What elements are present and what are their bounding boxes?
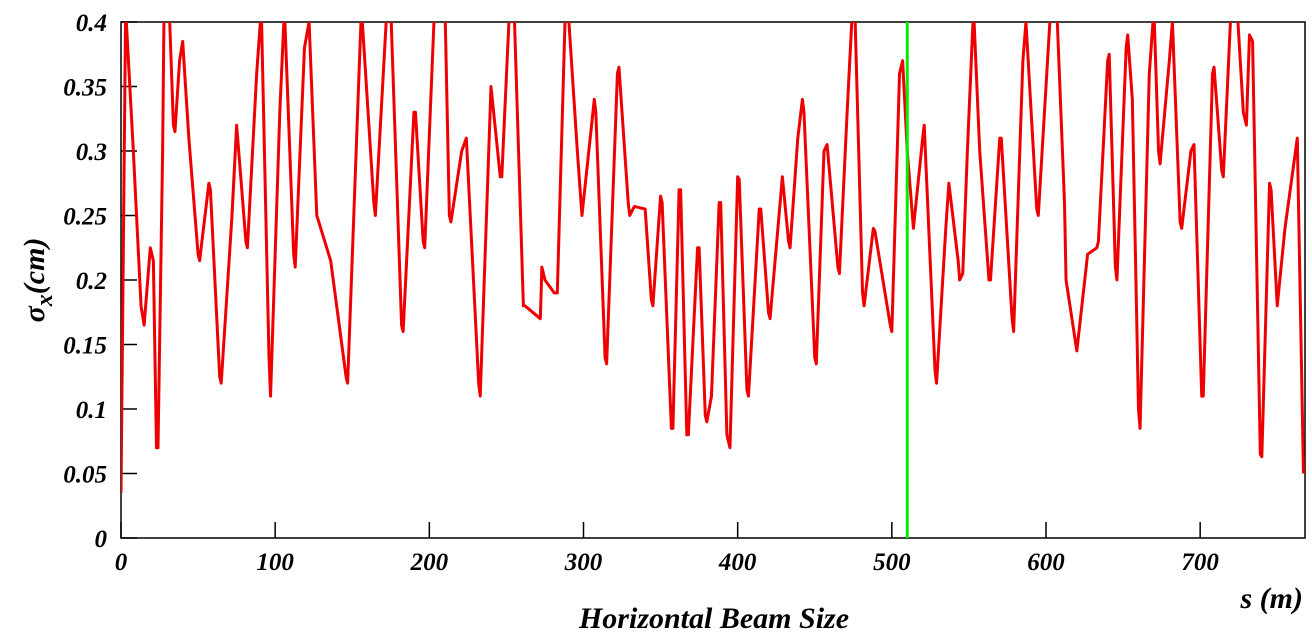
y-tick-label: 0.1 [76,397,107,424]
x-axis-label: s (m) [1240,582,1304,615]
y-tick-label: 0.3 [76,139,107,166]
data-line [121,22,1305,493]
y-tick-label: 0.2 [76,268,107,295]
plot-frame [120,21,1306,539]
y-tick-label: 0.25 [63,204,107,231]
y-label-unit: (cm) [18,238,51,295]
x-tick-label: 500 [873,549,911,576]
y-axis-label: σx(cm) [18,238,58,323]
chart-title: Horizontal Beam Size [578,602,849,635]
y-tick-label: 0.35 [63,75,107,102]
x-tick-label: 300 [564,549,603,576]
y-label-sub: x [32,294,58,307]
x-tick-label: 0 [115,549,128,576]
y-tick-label: 0.4 [76,10,107,37]
y-tick-label: 0.05 [63,462,107,489]
y-label-symbol: σ [18,305,51,322]
y-tick-label: 0.15 [63,333,107,360]
y-tick-label: 0 [95,526,108,553]
x-tick-label: 600 [1027,549,1065,576]
x-tick-label: 200 [410,549,449,576]
x-tick-label: 700 [1181,549,1219,576]
x-tick-label: 400 [718,549,757,576]
x-tick-label: 100 [256,549,294,576]
